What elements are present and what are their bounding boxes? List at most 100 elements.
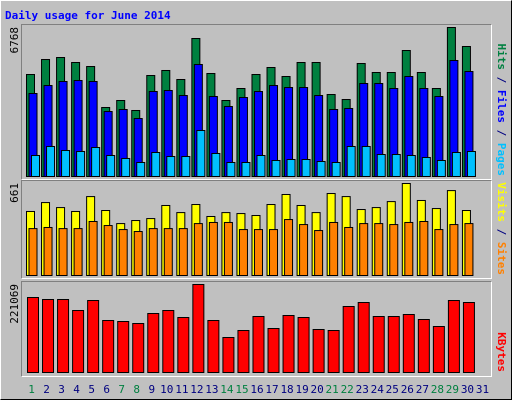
bar: [406, 154, 416, 178]
x-tick-label: 31: [476, 383, 489, 396]
bar: [374, 223, 384, 276]
bar: [402, 314, 415, 374]
legend-entry: Hits: [495, 44, 508, 71]
bar: [103, 225, 113, 276]
x-tick-label: 5: [88, 383, 95, 396]
bar: [299, 224, 309, 277]
x-tick-label: 30: [461, 383, 474, 396]
bar: [417, 319, 430, 373]
x-tick-label: 17: [265, 383, 278, 396]
bar: [192, 284, 205, 373]
bar: [269, 229, 279, 277]
bar: [118, 229, 128, 277]
bar: [91, 147, 101, 178]
chart-title: Daily usage for June 2014: [5, 9, 171, 22]
x-tick-label: 26: [401, 383, 414, 396]
bar: [57, 299, 70, 374]
bar: [436, 159, 446, 177]
bar: [133, 231, 143, 277]
legend-entry: Pages: [495, 143, 508, 176]
bar: [301, 159, 311, 177]
y-tick-label: 6768: [8, 27, 21, 54]
x-tick-label: 22: [341, 383, 354, 396]
x-tick-label: 29: [446, 383, 459, 396]
bar: [256, 154, 266, 178]
bar: [419, 220, 429, 277]
x-tick-label: 6: [103, 383, 110, 396]
bar: [346, 145, 356, 178]
x-tick-label: 12: [190, 383, 203, 396]
bar: [331, 161, 341, 178]
bar: [391, 154, 401, 178]
bar: [181, 156, 191, 177]
legend: Hits / Files / Pages: [495, 44, 508, 177]
bar: [117, 321, 130, 373]
bar: [344, 226, 354, 276]
bar: [148, 228, 158, 276]
bar: [72, 310, 85, 373]
plot-area-edge: [21, 24, 492, 180]
bar: [466, 150, 476, 177]
bar: [282, 315, 295, 374]
legend-separator: /: [495, 70, 508, 90]
x-tick-label: 8: [133, 383, 140, 396]
bar: [178, 228, 188, 276]
bar: [421, 157, 431, 177]
x-tick-label: 15: [235, 383, 248, 396]
bar: [361, 145, 371, 178]
bar: [449, 224, 459, 277]
legend: Visits / Sites: [495, 182, 508, 275]
bar: [87, 300, 100, 374]
bar: [241, 161, 251, 178]
bar: [314, 230, 324, 276]
bar: [297, 317, 310, 373]
bar: [404, 221, 414, 276]
bar: [372, 316, 385, 374]
bar: [121, 157, 131, 177]
x-tick-label: 7: [118, 383, 125, 396]
x-tick-label: 24: [371, 383, 385, 396]
bar: [327, 330, 340, 374]
x-tick-label: 21: [326, 383, 339, 396]
plot-area-edge: [21, 180, 492, 279]
bar: [43, 226, 53, 276]
bar: [106, 154, 116, 178]
y-tick-label: 661: [8, 183, 21, 203]
legend-entry: Visits: [495, 182, 508, 222]
x-tick-label: 20: [311, 383, 324, 396]
bar: [208, 221, 218, 276]
bar: [31, 154, 40, 178]
x-tick-label: 3: [58, 383, 65, 396]
bar: [432, 326, 445, 374]
bar: [207, 320, 220, 373]
x-tick-label: 25: [386, 383, 399, 396]
bar: [329, 221, 339, 276]
legend-entry: Sites: [495, 242, 508, 275]
x-tick-label: 13: [205, 383, 218, 396]
bar: [166, 156, 176, 177]
legend-entry: Files: [495, 90, 508, 123]
legend-separator: /: [495, 123, 508, 143]
bar: [73, 228, 83, 276]
x-tick-label: 1: [28, 383, 35, 396]
bar: [316, 161, 326, 178]
plot-area-edge: [21, 281, 492, 377]
bar: [193, 223, 203, 276]
bar: [162, 310, 175, 373]
bar: [357, 302, 370, 373]
bar: [451, 152, 461, 177]
bar: [238, 229, 248, 277]
bar: [389, 224, 399, 277]
bar: [312, 329, 325, 374]
bar: [237, 330, 250, 374]
bar: [222, 337, 235, 373]
bar: [42, 299, 55, 374]
bar: [434, 229, 444, 277]
bar: [252, 316, 265, 374]
bar: [76, 150, 86, 177]
bar: [342, 306, 355, 373]
x-tick-label: 23: [356, 383, 369, 396]
